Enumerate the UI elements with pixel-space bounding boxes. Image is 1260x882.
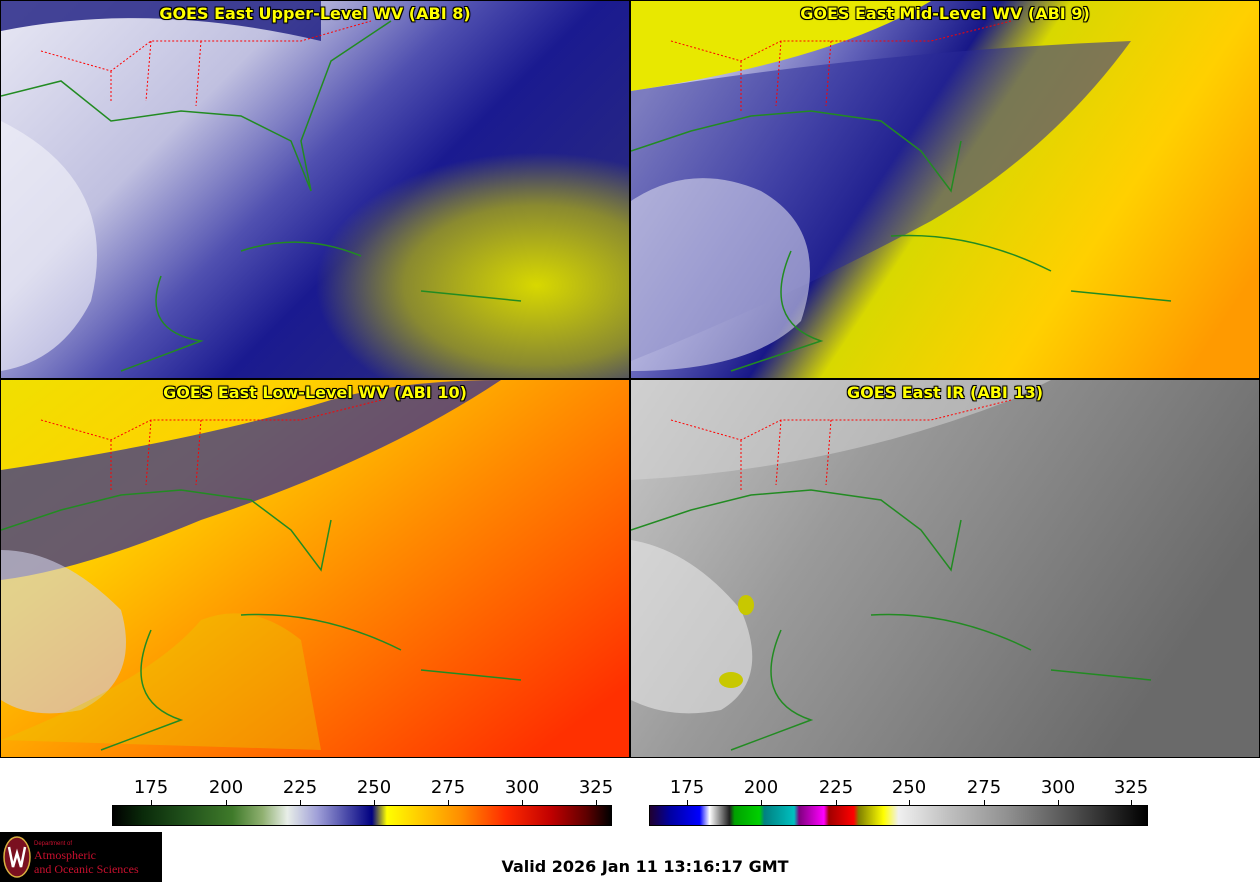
wv-colorbar-tick [226,800,227,805]
upper-level-wv-image [1,1,629,378]
logo-line1: Atmospheric [34,848,96,862]
ir-colorbar-tick [1058,800,1059,805]
ir-colorbar-tick [1131,800,1132,805]
aos-logo: Department of Atmospheric and Oceanic Sc… [0,832,162,882]
satellite-panels: GOES East Upper-Level WV (ABI 8) GOE [0,0,1260,758]
wv-colorbar-tick-label: 200 [208,777,244,798]
wv-colorbar-tick-label: 175 [133,777,169,798]
panel-title: GOES East Upper-Level WV (ABI 8) [159,4,471,23]
mid-level-wv-image [631,1,1259,378]
ir-colorbar-tick-label: 325 [1113,777,1149,798]
ir-colorbar-tick [761,800,762,805]
wv-colorbar-tick-label: 275 [430,777,466,798]
wv-colorbar-tick-label: 300 [504,777,540,798]
ir-image [631,380,1259,757]
wv-colorbar-tick-label: 250 [356,777,392,798]
panel-upper-level-wv: GOES East Upper-Level WV (ABI 8) [0,0,630,379]
panel-title: GOES East Mid-Level WV (ABI 9) [800,4,1090,23]
ir-colorbar-tick-label: 275 [966,777,1002,798]
ir-colorbar-tick-label: 250 [891,777,927,798]
wv-colorbar-tick-label: 325 [578,777,614,798]
ir-colorbar-tick [836,800,837,805]
ir-colorbar: 175 200 225 250 275 300 325 [649,777,1148,826]
wv-colorbar-tick [596,800,597,805]
ir-colorbar-tick [984,800,985,805]
ir-colorbar-tick [909,800,910,805]
wv-colorbar-tick [374,800,375,805]
wv-colorbar: 175 200 225 250 275 300 325 [112,777,613,826]
logo-dept-text: Department of [34,841,73,847]
wv-colorbar-tick [522,800,523,805]
panel-title: GOES East IR (ABI 13) [846,383,1044,402]
ir-colorbar-tick [687,800,688,805]
wv-colorbar-tick [151,800,152,805]
wv-colorbar-tick [300,800,301,805]
panel-low-level-wv: GOES East Low-Level WV (ABI 10) [0,379,630,758]
wv-colorbar-tick [448,800,449,805]
wv-colorbar-tick-label: 225 [282,777,318,798]
ir-colorbar-tick-label: 225 [818,777,854,798]
panel-title: GOES East Low-Level WV (ABI 10) [163,383,467,402]
panel-mid-level-wv: GOES East Mid-Level WV (ABI 9) [630,0,1260,379]
uw-seal-icon [3,836,31,878]
ir-colorbar-tick-label: 300 [1040,777,1076,798]
valid-time-label: Valid 2026 Jan 11 13:16:17 GMT [501,857,789,876]
ir-colorbar-tick-label: 200 [743,777,779,798]
low-level-wv-image [1,380,629,757]
ir-colorbar-tick-label: 175 [669,777,705,798]
wv-colorbar-strip [112,805,612,826]
ir-colorbar-strip [649,805,1148,826]
logo-line2: and Oceanic Sciences [34,862,139,876]
panel-ir: GOES East IR (ABI 13) [630,379,1260,758]
